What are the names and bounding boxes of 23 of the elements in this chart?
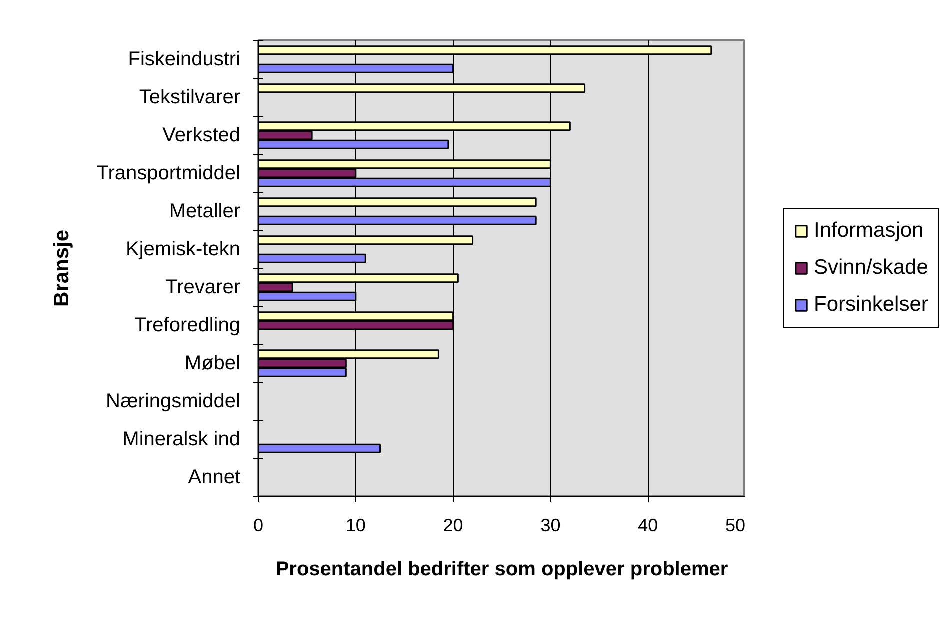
y-tick-label: Kjemisk-tekn xyxy=(126,238,241,260)
y-tick-label: Metaller xyxy=(169,200,241,222)
legend-label: Svinn/skade xyxy=(814,256,928,280)
y-axis-title: Bransje xyxy=(50,230,74,308)
y-tick-label: Trevarer xyxy=(166,276,241,298)
x-tick-label: 10 xyxy=(346,516,366,536)
legend-label: Informasjon xyxy=(814,219,924,243)
y-tick-label: Næringsmiddel xyxy=(106,390,241,412)
y-tick-label: Treforedling xyxy=(134,314,241,336)
y-tick-label: Tekstilvarer xyxy=(139,86,241,108)
x-tick-label: 20 xyxy=(443,516,464,536)
x-tick-label: 0 xyxy=(253,516,264,536)
y-tick-label: Transportmiddel xyxy=(96,162,241,184)
y-tick-label: Annet xyxy=(188,466,241,488)
x-tick-label: 40 xyxy=(638,516,658,536)
x-axis-title: Prosentandel bedrifter som opplever problemer xyxy=(276,558,728,580)
y-tick-label: Fiskeindustri xyxy=(128,48,241,70)
x-tick-label: 50 xyxy=(725,516,746,536)
x-tick-label: 30 xyxy=(540,516,561,536)
legend-label: Forsinkelser xyxy=(814,293,928,317)
y-tick-label: Møbel xyxy=(184,352,241,374)
y-tick-label: Mineralsk ind xyxy=(122,428,241,450)
y-tick-label: Verksted xyxy=(162,124,241,146)
